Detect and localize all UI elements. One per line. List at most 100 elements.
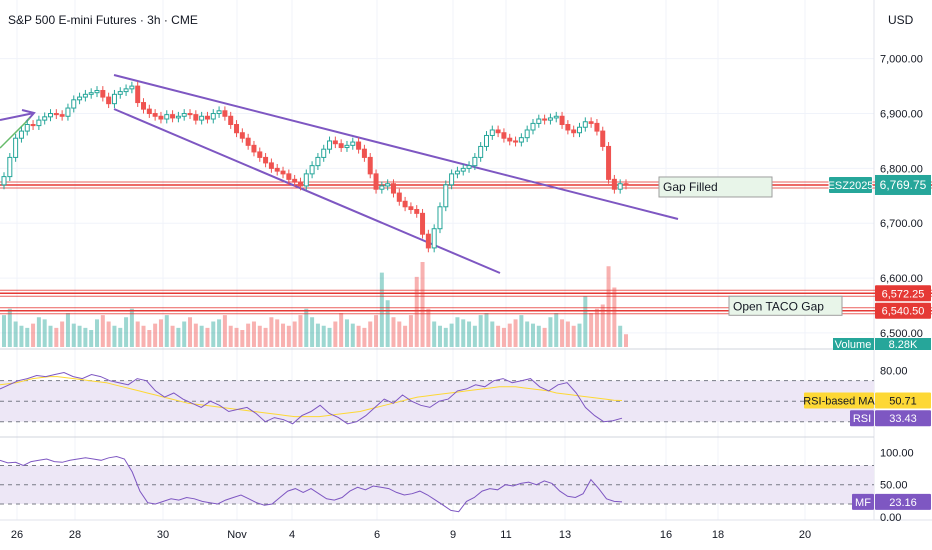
trend-arrow-line: [0, 117, 31, 149]
candle-body: [338, 143, 344, 149]
volume-bar: [478, 315, 483, 347]
candle-body: [518, 137, 524, 143]
candle-body: [571, 129, 577, 134]
candle-body: [431, 228, 437, 249]
rsi-line: [0, 371, 623, 425]
volume-bar: [577, 323, 582, 347]
candle-body: [309, 165, 315, 175]
volume-bar: [519, 315, 524, 347]
candle-body: [18, 130, 24, 139]
volume-bar: [106, 321, 111, 347]
mf-name-badge: MF: [855, 497, 871, 509]
price-tick-label: 6,500.00: [880, 328, 923, 340]
volume-bar: [182, 321, 187, 347]
candle-body: [472, 156, 478, 167]
volume-bar: [472, 325, 477, 347]
volume-bar: [624, 334, 628, 347]
volume-bar: [501, 327, 506, 347]
volume-bar: [391, 317, 396, 347]
volume-bar: [426, 308, 431, 347]
volume-bar: [449, 323, 454, 347]
candle-body: [251, 144, 257, 153]
candle-body: [478, 145, 484, 158]
volume-value-box: [875, 338, 931, 350]
candle-body: [164, 114, 170, 120]
volume-bar: [403, 325, 408, 347]
candle-body: [94, 89, 100, 94]
level-price-badge: 6,540.50: [882, 306, 925, 318]
volume-bar: [385, 300, 390, 347]
volume-bar: [2, 315, 6, 347]
rsi-name-badge: RSI: [853, 413, 871, 425]
candle-body: [327, 140, 333, 150]
date-tick-label: 20: [799, 529, 811, 541]
mf-value-badge: 23.16: [889, 497, 917, 509]
candle-body: [594, 122, 600, 132]
candle-body: [193, 114, 199, 121]
candle-body: [181, 113, 187, 117]
candle-body: [135, 85, 141, 104]
candle-body: [390, 183, 396, 194]
candle-body: [501, 132, 507, 139]
volume-bar: [594, 308, 599, 347]
volume-bar: [60, 321, 65, 347]
candle-body: [117, 91, 123, 95]
volume-bar: [600, 304, 605, 347]
candle-body: [257, 151, 263, 158]
volume-bar: [170, 325, 175, 347]
volume-bar: [275, 319, 280, 347]
candle-body: [542, 118, 548, 121]
volume-bar: [7, 308, 12, 347]
candle-body: [315, 156, 321, 167]
axis-labels: 7,000.00 6,900.00 6,800.00 6,700.00 6,600.00…: [11, 54, 923, 541]
currency-label[interactable]: USD: [888, 13, 914, 27]
candle-body: [123, 88, 129, 93]
candle-body: [204, 115, 210, 120]
rsi-tick-label: 80.00: [880, 365, 908, 377]
level-price-badge-box: [875, 285, 931, 302]
candle-body: [495, 129, 501, 134]
candle-body: [36, 119, 42, 127]
volume-bar: [176, 327, 181, 347]
volume-bar: [484, 313, 489, 347]
candle-body: [268, 162, 274, 169]
volume-label-box: [833, 338, 874, 350]
volume-bar: [496, 325, 501, 347]
volume-bar: [118, 327, 123, 347]
candle-body: [367, 156, 373, 175]
candle-body: [106, 96, 112, 105]
candle-body: [152, 113, 158, 117]
open-taco-gap-label: Open TACO Gap: [733, 299, 824, 313]
volume-bar: [298, 315, 303, 347]
date-tick-label: 6: [374, 529, 380, 541]
volume-bar: [397, 321, 402, 347]
volume-bar: [542, 327, 547, 347]
volume-bar: [374, 315, 379, 347]
volume-bar: [164, 315, 169, 347]
volume-bar: [565, 321, 570, 347]
candle-body: [53, 113, 59, 116]
price-tick-label: 7,000.00: [880, 54, 923, 66]
volume-bar: [414, 276, 419, 347]
candle-body: [606, 145, 612, 180]
rsi-ma-name-badge-box: [804, 392, 874, 409]
candle-body: [361, 148, 367, 158]
candle-body: [187, 113, 193, 116]
candle-body: [170, 114, 176, 119]
date-tick-label: 9: [450, 529, 456, 541]
candle-body: [449, 173, 455, 186]
candle-body: [524, 129, 530, 139]
rsi-value-badge: 33.43: [889, 413, 917, 425]
candle-body: [1, 176, 7, 186]
candle-body: [373, 173, 379, 190]
candle-body: [379, 185, 385, 190]
candle-body: [199, 115, 205, 121]
volume-bar: [368, 321, 373, 347]
volume-bar: [525, 321, 530, 347]
trend-arrow-line: [0, 112, 35, 121]
candle-body: [588, 121, 594, 124]
last-price-box: [875, 174, 931, 195]
candle-body: [460, 167, 466, 172]
volume-bar: [95, 319, 100, 347]
